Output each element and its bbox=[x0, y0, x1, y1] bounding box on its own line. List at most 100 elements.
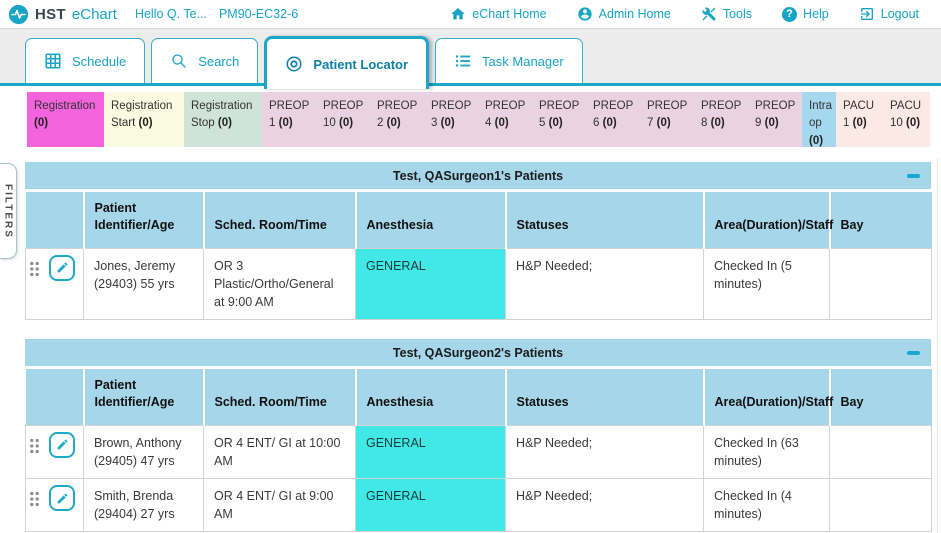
statuses-cell: H&P Needed; bbox=[505, 247, 704, 321]
col-area: Area(Duration)/Staff bbox=[702, 366, 833, 426]
nav-label: Tools bbox=[722, 7, 753, 21]
anesthesia-cell: GENERAL bbox=[355, 424, 506, 480]
chip-pacu-10[interactable]: PACU 10 (0) bbox=[883, 92, 930, 147]
row-actions-cell bbox=[25, 247, 84, 321]
admin-person-icon bbox=[577, 7, 592, 21]
chip-preop-3[interactable]: PREOP 3 (0) bbox=[424, 92, 478, 147]
tab-task-manager[interactable]: Task Manager bbox=[435, 38, 583, 83]
area-cell: Checked In (5 minutes) bbox=[703, 247, 830, 321]
col-patient: Patient Identifier/Age bbox=[82, 366, 204, 426]
tab-label: Schedule bbox=[72, 53, 127, 69]
col-patient: Patient Identifier/Age bbox=[82, 189, 204, 249]
table-row: Smith, Brenda (29404) 27 yrs OR 4 ENT/ G… bbox=[25, 478, 932, 533]
nav-label: Admin Home bbox=[598, 7, 671, 21]
surgeon1-panel: Test, QASurgeon1's Patients Patient Iden… bbox=[25, 162, 932, 321]
surgeon2-panel: Test, QASurgeon2's Patients Patient Iden… bbox=[25, 339, 932, 533]
nav-tools[interactable]: Tools bbox=[701, 6, 752, 22]
nav-echart-home[interactable]: eChart Home bbox=[450, 6, 547, 22]
brand-hst: HST bbox=[35, 5, 66, 23]
grid-icon bbox=[45, 53, 61, 69]
chip-preop-9[interactable]: PREOP 9 (0) bbox=[748, 92, 802, 147]
bay-cell bbox=[829, 424, 932, 480]
brand: HST eChart bbox=[8, 4, 117, 25]
edit-patient-button[interactable] bbox=[49, 431, 75, 458]
nav-logout[interactable]: Logout bbox=[859, 6, 919, 22]
column-header-row: Patient Identifier/Age Sched. Room/Time … bbox=[25, 189, 932, 249]
status-chip-row: Registration (0) Registration Start (0) … bbox=[27, 92, 941, 147]
chip-preop-5[interactable]: PREOP 5 (0) bbox=[532, 92, 586, 147]
tab-schedule[interactable]: Schedule bbox=[25, 38, 146, 83]
edit-patient-button[interactable] bbox=[49, 485, 75, 512]
right-edge-rule bbox=[937, 158, 938, 533]
panel-title: Test, QASurgeon2's Patients bbox=[392, 345, 564, 360]
panel-title: Test, QASurgeon1's Patients bbox=[392, 168, 564, 183]
chip-intra-op[interactable]: Intra op (0) bbox=[802, 92, 836, 147]
surgeon1-patient-table: Patient Identifier/Age Sched. Room/Time … bbox=[25, 189, 932, 321]
col-room: Sched. Room/Time bbox=[202, 189, 356, 249]
room-cell: OR 4 ENT/ GI at 10:00 AM bbox=[203, 424, 356, 480]
row-actions-cell bbox=[25, 424, 84, 480]
statuses-cell: H&P Needed; bbox=[505, 424, 704, 480]
nav-admin-home[interactable]: Admin Home bbox=[577, 6, 671, 22]
nav-help[interactable]: ? Help bbox=[782, 6, 829, 22]
edit-patient-button[interactable] bbox=[49, 254, 75, 281]
list-icon bbox=[455, 55, 471, 67]
anesthesia-cell: GENERAL bbox=[355, 247, 506, 321]
chip-preop-2[interactable]: PREOP 2 (0) bbox=[370, 92, 424, 147]
nav-label: Logout bbox=[880, 7, 919, 21]
patient-cell: Brown, Anthony (29405) 47 yrs bbox=[83, 424, 204, 480]
table-row: Brown, Anthony (29405) 47 yrs OR 4 ENT/ … bbox=[25, 424, 932, 480]
surgeon2-patient-table: Patient Identifier/Age Sched. Room/Time … bbox=[25, 366, 932, 533]
chip-registration[interactable]: Registration (0) bbox=[27, 92, 104, 147]
collapse-button[interactable] bbox=[904, 169, 922, 183]
home-icon bbox=[451, 8, 465, 20]
help-icon: ? bbox=[782, 6, 798, 22]
col-anesthesia: Anesthesia bbox=[354, 366, 506, 426]
workstation-id: PM90-EC32-6 bbox=[218, 7, 299, 21]
statuses-cell: H&P Needed; bbox=[505, 478, 704, 533]
main-tab-bar: Schedule Search Patient Locator Task Man… bbox=[0, 29, 941, 89]
nav-label: eChart Home bbox=[472, 7, 547, 21]
tab-label: Search bbox=[198, 53, 240, 69]
col-statuses: Statuses bbox=[504, 189, 704, 249]
top-nav: eChart Home Admin Home Tools ? Help bbox=[450, 6, 919, 22]
surgeon2-banner: Test, QASurgeon2's Patients bbox=[25, 339, 931, 367]
drag-handle-icon[interactable] bbox=[29, 491, 40, 507]
tab-search[interactable]: Search bbox=[151, 38, 259, 83]
minus-icon bbox=[906, 350, 920, 355]
col-actions bbox=[25, 366, 84, 426]
chip-preop-7[interactable]: PREOP 7 (0) bbox=[640, 92, 694, 147]
chip-registration-stop[interactable]: Registration Stop (0) bbox=[184, 92, 262, 147]
chip-preop-6[interactable]: PREOP 6 (0) bbox=[586, 92, 640, 147]
search-icon bbox=[172, 54, 186, 68]
col-statuses: Statuses bbox=[504, 366, 704, 426]
drag-handle-icon[interactable] bbox=[29, 261, 40, 277]
drag-handle-icon[interactable] bbox=[29, 438, 40, 454]
filters-side-tab[interactable]: FILTERS bbox=[0, 163, 17, 259]
room-cell: OR 4 ENT/ GI at 9:00 AM bbox=[203, 478, 356, 533]
pencil-icon bbox=[57, 262, 67, 273]
bay-cell bbox=[829, 247, 932, 321]
bay-cell bbox=[829, 478, 932, 533]
filters-label: FILTERS bbox=[2, 183, 14, 239]
top-header: HST eChart Hello Q. Te... PM90-EC32-6 eC… bbox=[0, 0, 941, 29]
chip-pacu-1[interactable]: PACU 1 (0) bbox=[836, 92, 883, 147]
brand-echart: eChart bbox=[71, 5, 117, 23]
chip-preop-4[interactable]: PREOP 4 (0) bbox=[478, 92, 532, 147]
pencil-icon bbox=[57, 493, 67, 503]
tab-label: Task Manager bbox=[482, 53, 564, 69]
chip-preop-1[interactable]: PREOP 1 (0) bbox=[262, 92, 316, 147]
chip-registration-start[interactable]: Registration Start (0) bbox=[104, 92, 184, 147]
col-anesthesia: Anesthesia bbox=[354, 189, 506, 249]
tab-patient-locator[interactable]: Patient Locator bbox=[264, 36, 430, 89]
collapse-button[interactable] bbox=[904, 346, 922, 360]
col-room: Sched. Room/Time bbox=[202, 366, 356, 426]
column-header-row: Patient Identifier/Age Sched. Room/Time … bbox=[25, 366, 932, 426]
user-greeting[interactable]: Hello Q. Te... bbox=[134, 7, 207, 21]
col-area: Area(Duration)/Staff bbox=[702, 189, 833, 249]
anesthesia-cell: GENERAL bbox=[355, 478, 506, 533]
nav-label: Help bbox=[803, 7, 829, 21]
chip-preop-8[interactable]: PREOP 8 (0) bbox=[694, 92, 748, 147]
chip-preop-10[interactable]: PREOP 10 (0) bbox=[316, 92, 370, 147]
